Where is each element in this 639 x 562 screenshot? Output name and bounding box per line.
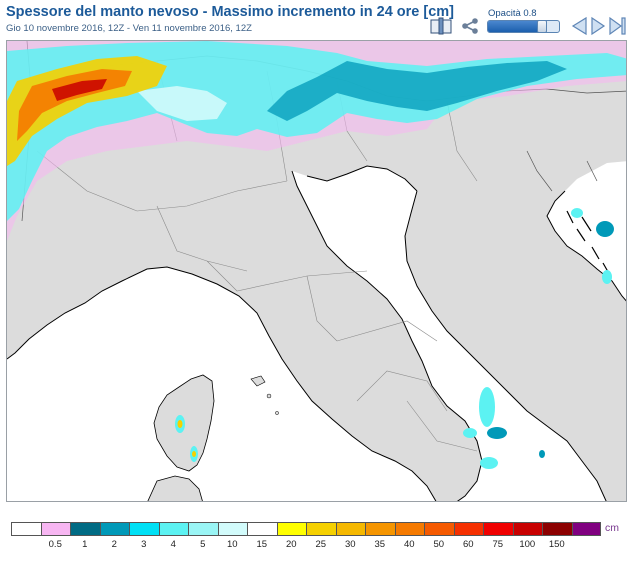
west-coastline — [7, 266, 437, 501]
legend-tick-label: 10 — [226, 539, 238, 550]
snow-patch-apennine — [539, 450, 545, 458]
legend-tick-label: 15 — [256, 539, 268, 550]
snow-patch-balkans — [602, 270, 612, 284]
snow-patch-corsica-peak — [192, 451, 196, 457]
snow-patch-balkans — [571, 208, 583, 218]
snow-layer-cyan-light — [137, 86, 227, 121]
legend-tick-label: 150 — [548, 539, 565, 550]
legend-swatch — [512, 522, 542, 536]
legend-swatch — [247, 522, 277, 536]
legend-tick-label: 2 — [111, 539, 117, 550]
snow-layer-cyan-dark — [267, 61, 567, 121]
legend-tick-label: 35 — [374, 539, 386, 550]
islet — [275, 411, 279, 415]
snow-patch-apennine — [480, 457, 498, 469]
legend-tick-label: 0.5 — [48, 539, 62, 550]
next-frame-icon[interactable] — [590, 16, 606, 36]
legend-swatch — [11, 522, 41, 536]
legend-swatch — [306, 522, 336, 536]
snow-patch-apennine — [463, 428, 477, 438]
book-icon[interactable] — [430, 17, 452, 35]
opacity-label: Opacità 0.8 — [488, 8, 537, 19]
legend-swatch — [99, 522, 129, 536]
date-range: Gio 10 novembre 2016, 12Z - Ven 11 novem… — [6, 23, 252, 34]
legend-tick-label: 1 — [82, 539, 88, 550]
snow-patch-balkans — [596, 221, 614, 237]
snow-layer-orange — [17, 69, 132, 141]
mainland-land — [7, 41, 626, 501]
snow-patch-apennine — [479, 387, 495, 427]
snow-map[interactable] — [6, 40, 627, 502]
legend-swatch — [217, 522, 247, 536]
legend-swatch — [40, 522, 70, 536]
legend-tick-label: 4 — [170, 539, 176, 550]
legend-tick-label: 75 — [492, 539, 504, 550]
legend-tick-label: 100 — [519, 539, 536, 550]
legend-tick-label: 30 — [344, 539, 356, 550]
legend-swatch — [571, 522, 601, 536]
opacity-slider-fill — [488, 21, 545, 32]
legend-swatch — [483, 522, 513, 536]
opacity-slider[interactable] — [487, 20, 560, 33]
legend-swatch — [542, 522, 572, 536]
legend-swatch — [276, 522, 306, 536]
first-frame-icon[interactable] — [570, 16, 588, 36]
legend-tick-label: 25 — [315, 539, 327, 550]
legend-tick-label: 5 — [200, 539, 206, 550]
legend-swatch — [365, 522, 395, 536]
islet — [266, 393, 272, 399]
croatian-islands — [566, 210, 612, 278]
legend-unit: cm — [605, 522, 619, 534]
opacity-slider-handle[interactable] — [536, 20, 547, 33]
sardinia-land — [147, 475, 203, 501]
legend-tick-label: 50 — [433, 539, 445, 550]
legend-swatch — [453, 522, 483, 536]
coastline — [291, 165, 626, 501]
legend-swatch — [424, 522, 454, 536]
legend-tick-label: 20 — [285, 539, 297, 550]
legend-swatch — [335, 522, 365, 536]
last-frame-icon[interactable] — [608, 16, 628, 36]
snow-layer-red — [52, 79, 107, 101]
snow-patch-apennine — [487, 427, 507, 439]
legend-tick-label: 3 — [141, 539, 147, 550]
snow-patch-corsica-peak — [177, 420, 183, 428]
legend-tick-label: 60 — [462, 539, 474, 550]
elba-island — [250, 375, 266, 387]
map-canvas — [7, 41, 626, 501]
legend-swatch — [158, 522, 188, 536]
share-icon[interactable] — [461, 17, 479, 35]
page-title: Spessore del manto nevoso - Massimo incr… — [6, 4, 455, 20]
legend-swatch — [70, 522, 100, 536]
legend-swatch — [394, 522, 424, 536]
legend-swatch — [129, 522, 159, 536]
legend-tick-label: 40 — [403, 539, 415, 550]
color-scale-legend — [11, 522, 601, 536]
legend-swatch — [188, 522, 218, 536]
